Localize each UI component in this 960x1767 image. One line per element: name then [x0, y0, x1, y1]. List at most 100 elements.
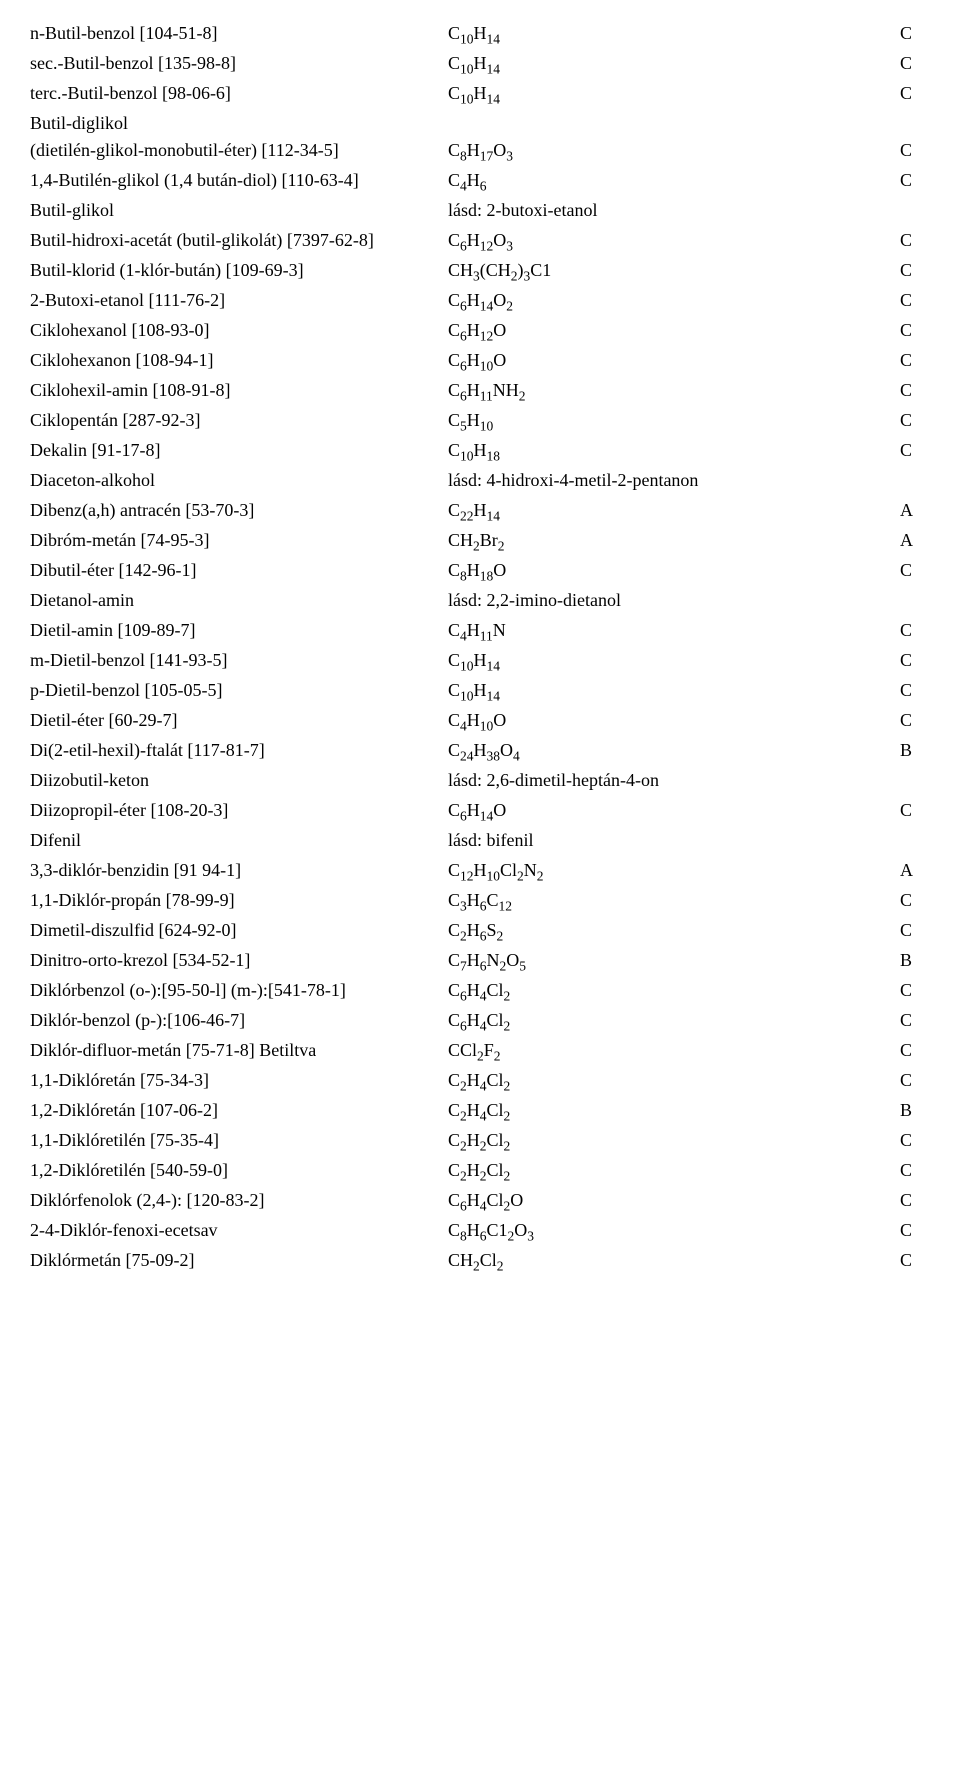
- compound-category: C: [900, 1037, 930, 1064]
- compound-formula: C2H4Cl2: [448, 1067, 900, 1094]
- compound-category: C: [900, 80, 930, 107]
- table-row: Diklórfenolok (2,4-): [120-83-2]C6H4Cl2O…: [30, 1187, 930, 1214]
- compound-name: Diizopropil-éter [108-20-3]: [30, 797, 448, 824]
- compound-name: Ciklopentán [287-92-3]: [30, 407, 448, 434]
- table-row: Ciklohexanon [108-94-1]C6H10OC: [30, 347, 930, 374]
- compound-formula: C5H10: [448, 407, 900, 434]
- table-row: Butil-klorid (1-klór-bután) [109-69-3]CH…: [30, 257, 930, 284]
- compound-formula: C6H14O: [448, 797, 900, 824]
- table-row: Diaceton-alkohollásd: 4-hidroxi-4-metil-…: [30, 467, 930, 494]
- compound-category: C: [900, 617, 930, 644]
- compound-name: Diklór-difluor-metán [75-71-8] Betiltva: [30, 1037, 448, 1064]
- compound-category: C: [900, 1067, 930, 1094]
- table-row: Difenillásd: bifenil: [30, 827, 930, 854]
- compound-name: 1,1-Diklóretilén [75-35-4]: [30, 1127, 448, 1154]
- table-row: Butil-glikollásd: 2-butoxi-etanol: [30, 197, 930, 224]
- table-row: Dimetil-diszulfid [624-92-0]C2H6S2C: [30, 917, 930, 944]
- table-row: n-Butil-benzol [104-51-8]C10H14C: [30, 20, 930, 47]
- compound-name: Dimetil-diszulfid [624-92-0]: [30, 917, 448, 944]
- compound-formula: C10H14: [448, 80, 900, 107]
- table-row: Dekalin [91-17-8]C10H18C: [30, 437, 930, 464]
- table-row: Dibróm-metán [74-95-3]CH2Br2A: [30, 527, 930, 554]
- compound-formula: CCl2F2: [448, 1037, 900, 1064]
- compound-name: Dekalin [91-17-8]: [30, 437, 448, 464]
- compound-formula: C7H6N2O5: [448, 947, 900, 974]
- compound-formula: lásd: bifenil: [448, 827, 900, 854]
- compound-name: Diklórbenzol (o-):[95-50-l] (m-):[541-78…: [30, 977, 448, 1004]
- compound-name: Diklórmetán [75-09-2]: [30, 1247, 448, 1274]
- compound-formula: C22H14: [448, 497, 900, 524]
- compound-formula: C6H14O2: [448, 287, 900, 314]
- compound-category: C: [900, 377, 930, 404]
- compound-name: sec.-Butil-benzol [135-98-8]: [30, 50, 448, 77]
- compound-category: C: [900, 647, 930, 674]
- compound-category: C: [900, 407, 930, 434]
- compound-name: Butil-klorid (1-klór-bután) [109-69-3]: [30, 257, 448, 284]
- compound-category: C: [900, 707, 930, 734]
- compound-category: C: [900, 287, 930, 314]
- compound-category: C: [900, 347, 930, 374]
- compound-name: 2-4-Diklór-fenoxi-ecetsav: [30, 1217, 448, 1244]
- table-row: sec.-Butil-benzol [135-98-8]C10H14C: [30, 50, 930, 77]
- compound-formula: C6H12O: [448, 317, 900, 344]
- chemical-table: n-Butil-benzol [104-51-8]C10H14Csec.-But…: [30, 20, 930, 1274]
- table-row: Dibenz(a,h) antracén [53-70-3]C22H14A: [30, 497, 930, 524]
- compound-category: C: [900, 1127, 930, 1154]
- compound-formula: C6H4Cl2: [448, 1007, 900, 1034]
- table-row: Diklórbenzol (o-):[95-50-l] (m-):[541-78…: [30, 977, 930, 1004]
- compound-category: A: [900, 857, 930, 884]
- table-row: Dietanol-aminlásd: 2,2-imino-dietanol: [30, 587, 930, 614]
- compound-formula: C6H12O3: [448, 227, 900, 254]
- compound-name: terc.-Butil-benzol [98-06-6]: [30, 80, 448, 107]
- compound-name: Butil-glikol: [30, 197, 448, 224]
- compound-name: Dibutil-éter [142-96-1]: [30, 557, 448, 584]
- table-row: 1,1-Diklóretán [75-34-3]C2H4Cl2C: [30, 1067, 930, 1094]
- table-row: 1,1-Diklór-propán [78-99-9]C3H6C12C: [30, 887, 930, 914]
- compound-formula: C10H14: [448, 677, 900, 704]
- compound-name: Ciklohexanon [108-94-1]: [30, 347, 448, 374]
- compound-formula: C6H10O: [448, 347, 900, 374]
- compound-name: Butil-diglikol (dietilén-glikol-monobuti…: [30, 110, 448, 164]
- table-row: Diklór-difluor-metán [75-71-8] BetiltvaC…: [30, 1037, 930, 1064]
- compound-name: n-Butil-benzol [104-51-8]: [30, 20, 448, 47]
- compound-name: 2-Butoxi-etanol [111-76-2]: [30, 287, 448, 314]
- compound-category: B: [900, 737, 930, 764]
- compound-name: Dietil-amin [109-89-7]: [30, 617, 448, 644]
- compound-name: Diaceton-alkohol: [30, 467, 448, 494]
- compound-name: 1,2-Diklóretán [107-06-2]: [30, 1097, 448, 1124]
- compound-category: A: [900, 527, 930, 554]
- table-row: 1,4-Butilén-glikol (1,4 bután-diol) [110…: [30, 167, 930, 194]
- table-row: 2-4-Diklór-fenoxi-ecetsavC8H6C12O3C: [30, 1217, 930, 1244]
- table-row: p-Dietil-benzol [105-05-5]C10H14C: [30, 677, 930, 704]
- compound-category: C: [900, 797, 930, 824]
- compound-name: p-Dietil-benzol [105-05-5]: [30, 677, 448, 704]
- table-row: Dietil-amin [109-89-7]C4H11NC: [30, 617, 930, 644]
- compound-formula: C12H10Cl2N2: [448, 857, 900, 884]
- compound-name: Dibróm-metán [74-95-3]: [30, 527, 448, 554]
- compound-category: C: [900, 557, 930, 584]
- compound-formula: lásd: 2,6-dimetil-heptán-4-on: [448, 767, 900, 794]
- table-row: Ciklohexanol [108-93-0]C6H12OC: [30, 317, 930, 344]
- table-row: Dietil-éter [60-29-7]C4H10OC: [30, 707, 930, 734]
- compound-category: C: [900, 317, 930, 344]
- compound-name: Difenil: [30, 827, 448, 854]
- compound-category: C: [900, 1247, 930, 1274]
- compound-name: Ciklohexil-amin [108-91-8]: [30, 377, 448, 404]
- compound-formula: CH2Br2: [448, 527, 900, 554]
- compound-formula: C6H4Cl2: [448, 977, 900, 1004]
- compound-name: Di(2-etil-hexil)-ftalát [117-81-7]: [30, 737, 448, 764]
- compound-name: Ciklohexanol [108-93-0]: [30, 317, 448, 344]
- table-row: terc.-Butil-benzol [98-06-6]C10H14C: [30, 80, 930, 107]
- table-row: Diklór-benzol (p-):[106-46-7]C6H4Cl2C: [30, 1007, 930, 1034]
- compound-name: Dietanol-amin: [30, 587, 448, 614]
- compound-category: B: [900, 947, 930, 974]
- table-row: Ciklopentán [287-92-3]C5H10C: [30, 407, 930, 434]
- compound-category: C: [900, 677, 930, 704]
- table-row: Butil-diglikol (dietilén-glikol-monobuti…: [30, 110, 930, 164]
- compound-formula: C10H14: [448, 50, 900, 77]
- compound-category: A: [900, 497, 930, 524]
- compound-category: C: [900, 437, 930, 464]
- compound-category: C: [900, 20, 930, 47]
- compound-name: 1,1-Diklór-propán [78-99-9]: [30, 887, 448, 914]
- compound-formula: C4H11N: [448, 617, 900, 644]
